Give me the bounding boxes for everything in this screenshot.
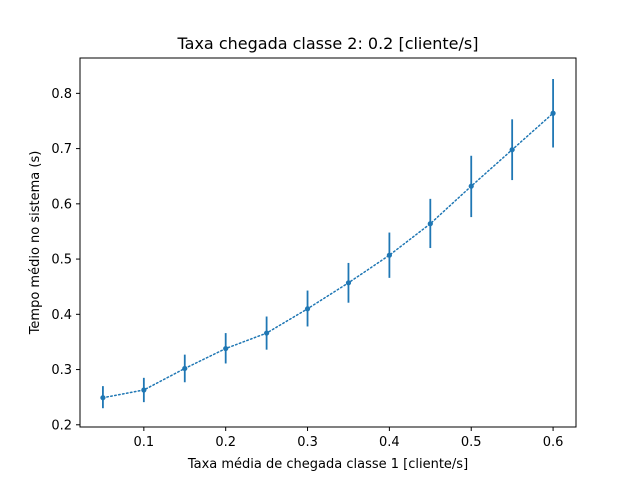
data-point <box>141 387 147 393</box>
data-point <box>182 365 188 372</box>
x-axis: 0.1 0.2 0.3 0.4 0.5 0.6 <box>133 427 563 450</box>
data-point <box>386 252 392 258</box>
y-tick-label: 0.6 <box>51 197 72 212</box>
y-tick-label: 0.4 <box>51 308 72 323</box>
data-point <box>550 110 556 116</box>
x-tick-label: 0.4 <box>379 435 400 450</box>
data-point <box>304 306 311 312</box>
y-axis: 0.2 0.3 0.4 0.5 0.6 0.7 0.8 <box>51 87 80 433</box>
x-axis-label: Taxa média de chegada classe 1 [cliente/… <box>187 457 468 472</box>
x-tick-label: 0.5 <box>461 435 482 450</box>
y-tick-label: 0.5 <box>51 253 72 268</box>
x-tick-label: 0.2 <box>215 435 236 450</box>
series-line <box>102 112 554 399</box>
y-axis-label: Tempo médio no sistema (s) <box>28 151 43 336</box>
chart-title: Taxa chegada classe 2: 0.2 [cliente/s] <box>177 34 479 53</box>
data-point <box>427 221 433 227</box>
y-tick-label: 0.2 <box>51 418 72 433</box>
y-tick-label: 0.8 <box>51 87 72 102</box>
y-tick-label: 0.7 <box>51 142 72 157</box>
data-point <box>223 345 229 352</box>
series-layer <box>100 78 556 409</box>
x-tick-label: 0.3 <box>297 435 318 450</box>
y-tick-label: 0.3 <box>51 363 72 378</box>
plot-frame <box>79 57 577 428</box>
data-point <box>509 147 515 153</box>
data-point <box>345 280 352 286</box>
data-point <box>264 330 270 336</box>
data-point <box>100 395 106 401</box>
x-tick-label: 0.1 <box>133 435 154 450</box>
data-point <box>468 183 474 189</box>
x-tick-label: 0.6 <box>543 435 564 450</box>
